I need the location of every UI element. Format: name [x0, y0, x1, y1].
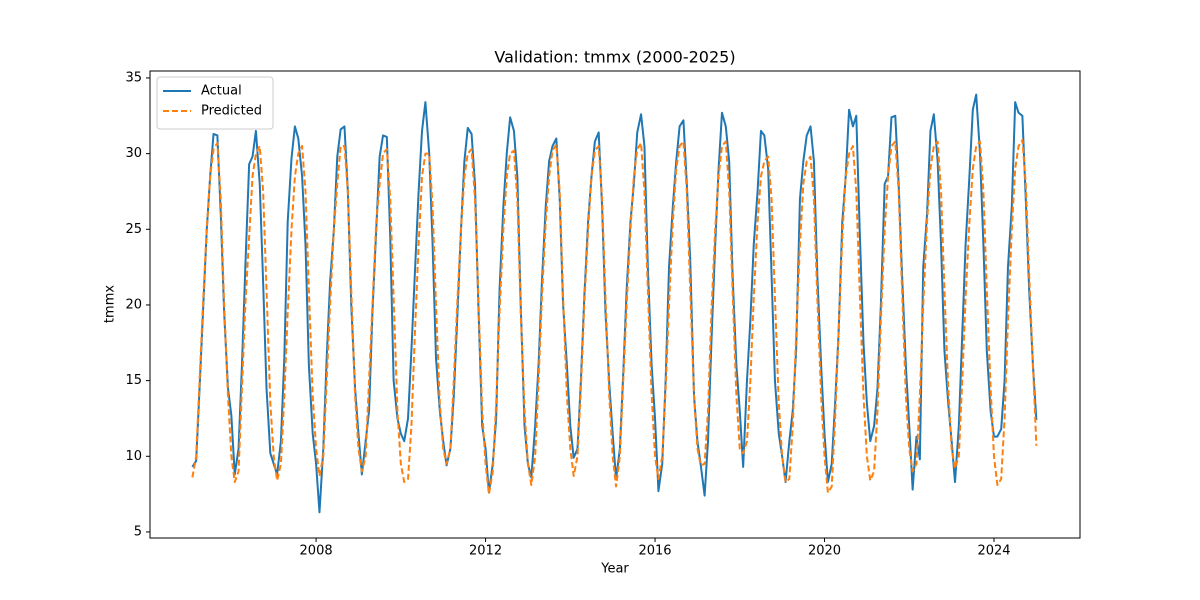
- legend: Actual Predicted: [156, 76, 274, 130]
- y-tick-label: 15: [125, 373, 142, 388]
- x-axis-label: Year: [600, 562, 629, 577]
- y-tick-label: 25: [125, 222, 142, 237]
- y-tick-label: 10: [125, 449, 142, 464]
- legend-label: Actual: [201, 84, 242, 99]
- y-tick-label: 35: [125, 70, 142, 85]
- x-tick-label: 2016: [638, 544, 671, 559]
- x-tick-label: 2012: [469, 544, 502, 559]
- y-tick-label: 20: [125, 297, 142, 312]
- y-tick-label: 5: [134, 524, 142, 539]
- y-tick-label: 30: [125, 146, 142, 161]
- plot-frame: [149, 70, 1081, 539]
- x-tick-label: 2008: [300, 544, 333, 559]
- series-line: [191, 139, 1038, 496]
- y-axis-label: tmmx: [103, 285, 118, 323]
- x-tick-label: 2024: [977, 544, 1010, 559]
- x-tick-label: 2020: [808, 544, 841, 559]
- chart-title: Validation: tmmx (2000-2025): [494, 48, 735, 67]
- legend-label: Predicted: [201, 104, 262, 119]
